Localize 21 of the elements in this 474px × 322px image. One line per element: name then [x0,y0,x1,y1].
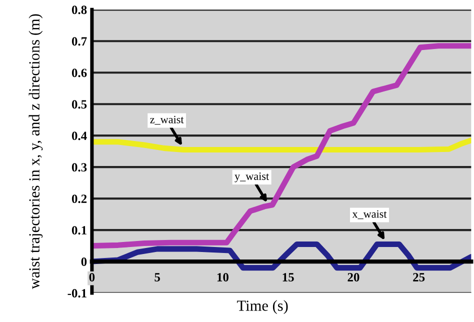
x-tick-label: 20 [348,273,360,282]
y-tick-label: 0.6 [72,68,87,78]
annotation: z_waist [150,116,184,125]
x-tick-label: 5 [154,273,160,282]
x-axis-title: Time (s) [237,300,288,314]
y-axis-title: waist trajectories in x, y, and z directions (m) [28,14,43,290]
y-tick-label: 0.5 [72,100,87,109]
x-tick-label: 15 [282,273,294,282]
y-tick-label: 0.4 [72,132,87,140]
y-tick-label: 0 [81,258,87,266]
annotation: x_waist [352,210,387,220]
y-tick-label: -0.1 [68,289,86,298]
x-tick-label: 0 [89,273,95,282]
y-tick-label: 0.2 [72,194,87,204]
y-tick-label: 0.1 [72,226,86,235]
y-tick-label: 0.7 [72,37,87,46]
y-tick-label: 0.8 [72,6,87,14]
x-tick-label: 25 [413,273,425,282]
annotation: y_waist [234,172,270,182]
x-tick-label: 10 [217,273,228,282]
y-tick-label: 0.3 [72,163,87,172]
